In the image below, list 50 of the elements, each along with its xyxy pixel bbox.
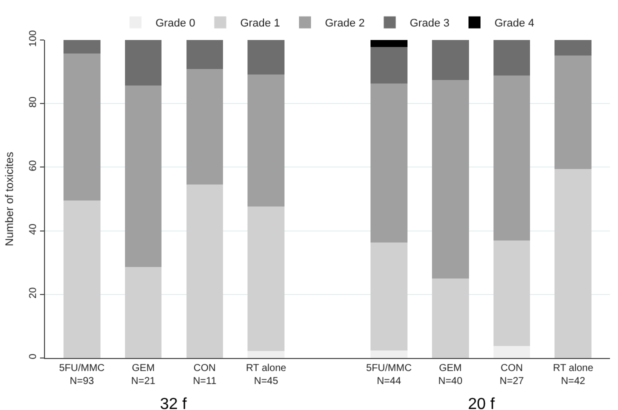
bar: [370, 242, 408, 351]
x-tick-label: 5FU/MMC N=93: [59, 363, 105, 387]
bar: [554, 40, 592, 56]
x-tick-label: GEM N=40: [438, 363, 463, 387]
text: 20 f: [468, 396, 496, 410]
legend-label: Grade 4: [494, 18, 534, 30]
bar: [124, 40, 162, 86]
bar: [554, 168, 592, 358]
x-tick-label: CON N=27: [500, 363, 524, 387]
bar: [493, 240, 530, 346]
legend-label: Grade 2: [325, 18, 365, 30]
bar: [248, 40, 285, 75]
bar: [186, 184, 224, 358]
y-axis-title: Number of toxicites: [4, 151, 16, 246]
bar: [63, 54, 100, 201]
bar: [370, 40, 408, 47]
bar: [248, 206, 285, 351]
bar: [493, 75, 530, 240]
legend-label: Grade 1: [240, 18, 280, 30]
y-tick-label: 0: [28, 353, 39, 360]
legend-label: Grade 3: [410, 18, 450, 30]
x-tick-label: 5FU/MMC N=44: [366, 363, 412, 387]
bar: [63, 200, 100, 358]
bar: [370, 83, 408, 242]
bar: [124, 267, 162, 358]
y-tick-label: 40: [28, 223, 39, 235]
bar: [63, 40, 100, 54]
x-tick-label: GEM N=21: [131, 363, 156, 387]
bar: [248, 74, 285, 206]
y-tick-label: 80: [28, 96, 39, 108]
x-tick-label: CON N=11: [192, 363, 217, 387]
x-tick-label: RT alone N=45: [246, 363, 287, 387]
bar: [432, 40, 469, 80]
bar: [124, 85, 162, 268]
bar: [432, 80, 469, 278]
y-tick-label: 20: [28, 286, 39, 298]
bar: [554, 55, 592, 169]
bar: [493, 40, 530, 76]
bar: [248, 351, 285, 358]
bar: [186, 68, 224, 185]
y-tick-label: 100: [28, 30, 39, 47]
bar: [432, 278, 469, 358]
legend-label: Grade 0: [156, 18, 196, 30]
bar: [186, 40, 224, 69]
bar: [493, 346, 530, 358]
bar: [370, 47, 408, 84]
bar: [370, 350, 408, 358]
x-tick-label: RT alone N=42: [553, 363, 594, 387]
text: 32 f: [160, 396, 188, 410]
y-tick-label: 60: [28, 160, 39, 172]
